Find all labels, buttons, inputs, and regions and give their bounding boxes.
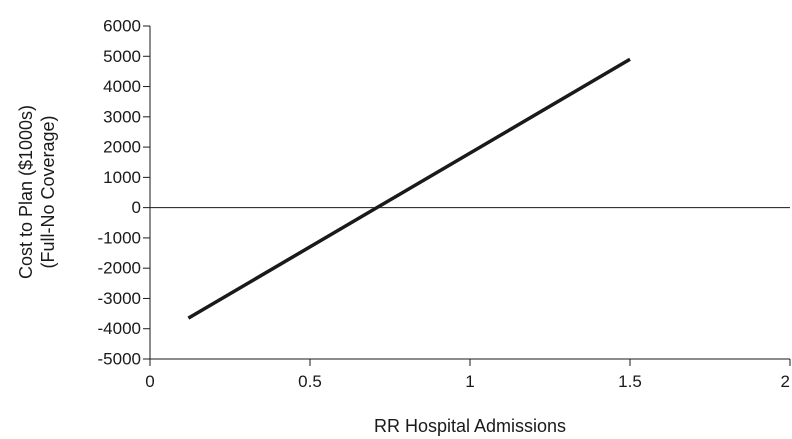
y-tick-label: 0 bbox=[132, 198, 141, 217]
series-line bbox=[187, 57, 631, 320]
x-tick-label: 1.5 bbox=[618, 372, 642, 391]
x-axis-title: RR Hospital Admissions bbox=[374, 416, 566, 436]
y-tick-label: -3000 bbox=[98, 289, 141, 308]
axes: -5000 -4000 -3000 -2000 -1000 0 1000 2000 3000 40… bbox=[98, 17, 791, 391]
series-group bbox=[187, 57, 631, 320]
y-tick-label: -5000 bbox=[98, 350, 141, 369]
y-tick-label: 2000 bbox=[103, 138, 141, 157]
y-axis-title-line-2: (Full-No Coverage) bbox=[38, 115, 58, 268]
y-tick-label: 1000 bbox=[103, 168, 141, 187]
y-tick-label: -1000 bbox=[98, 228, 141, 247]
x-tick-label: 0.5 bbox=[298, 372, 322, 391]
x-tick-label: 0 bbox=[145, 372, 154, 391]
y-tick-label: -2000 bbox=[98, 259, 141, 278]
x-tick-label: 1 bbox=[465, 372, 474, 391]
y-axis-title-line-1: Cost to Plan ($1000s) bbox=[16, 105, 36, 279]
y-tick-label: -4000 bbox=[98, 319, 141, 338]
y-tick-label: 5000 bbox=[103, 47, 141, 66]
y-tick-label: 3000 bbox=[103, 107, 141, 126]
y-tick-label: 6000 bbox=[103, 17, 141, 36]
y-tick-label: 4000 bbox=[103, 77, 141, 96]
axis-titles: RR Hospital Admissions Cost to Plan ($10… bbox=[16, 105, 566, 436]
x-tick-label: 2 bbox=[781, 372, 790, 391]
